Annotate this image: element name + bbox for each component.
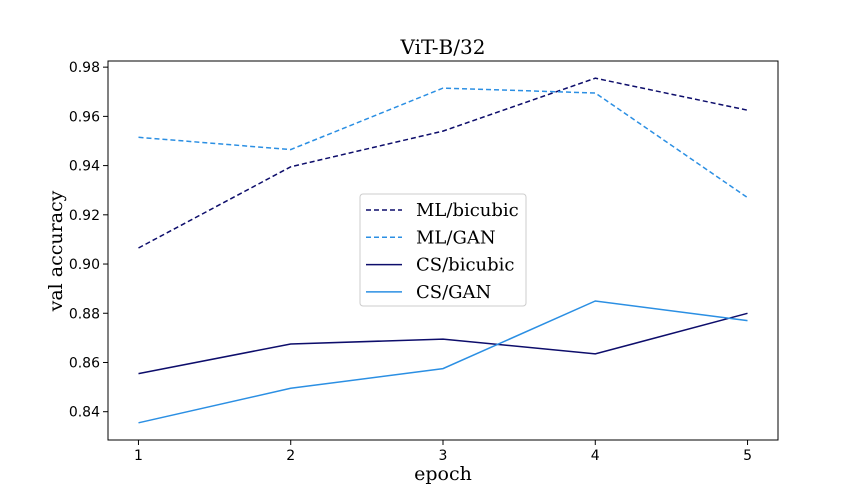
legend-label-ml-gan: ML/GAN [416,227,496,248]
series-lines [138,77,748,424]
series-line-ml-gan [138,87,748,199]
y-tick-label: 0.86 [69,355,100,371]
y-tick-label: 0.98 [69,60,100,76]
y-tick-label: 0.94 [69,159,100,175]
x-tick-label: 3 [439,448,448,464]
legend-label-cs-bicubic: CS/bicubic [416,255,514,276]
legend: ML/bicubic ML/GAN CS/bicubic CS/GAN [359,193,527,307]
x-tick-label: 2 [286,448,295,464]
y-axis-label: val accuracy [45,190,67,312]
legend-label-cs-gan: CS/GAN [416,282,491,303]
y-tick-label: 0.88 [69,306,100,322]
x-tick-label: 1 [134,448,143,464]
series-line-ml-bicubic [138,77,748,249]
x-tick-label: 4 [591,448,600,464]
chart-title: ViT-B/32 [400,35,486,59]
series-line-cs-gan [138,300,748,424]
x-axis-label: epoch [414,463,472,485]
y-tick-label: 0.90 [69,257,100,273]
y-axis: 0.84 0.86 0.88 0.90 0.92 0.94 0.96 0.98 [69,60,108,421]
y-tick-label: 0.92 [69,208,100,224]
x-tick-label: 5 [743,448,752,464]
legend-label-ml-bicubic: ML/bicubic [416,200,519,221]
y-tick-label: 0.96 [69,109,100,125]
y-tick-label: 0.84 [69,405,100,421]
x-axis: 1 2 3 4 5 [134,440,752,464]
legend-box [359,193,527,307]
series-line-cs-bicubic [138,312,748,375]
